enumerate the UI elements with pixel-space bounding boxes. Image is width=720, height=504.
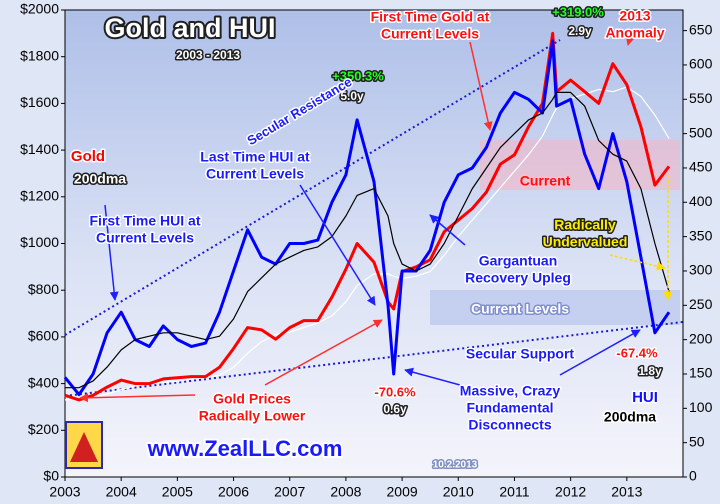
annotation: Anomaly [605,25,664,41]
annotation: 10.2.2013 [433,460,478,471]
annotation: Current Levels [96,230,194,246]
x-tick-label: 2010 [443,484,474,500]
annotation: 1.8y [638,364,662,378]
y2-tick-label: 400 [689,193,713,209]
arrow [429,214,466,246]
annotation: +350.3% [332,68,384,83]
secular-support [64,321,684,397]
annotation: First Time Gold at [371,9,490,25]
annotation: Current Levels [206,166,304,182]
arrow [559,329,641,376]
series-label: 200dma [74,171,126,187]
y-tick-label: $400 [28,374,59,390]
arrow [609,254,666,271]
x-tick-label: 2007 [274,484,305,500]
y2-tick-label: 650 [689,21,713,37]
annotation: Last Time HUI at [200,149,310,165]
y2-tick-label: 200 [689,330,713,346]
y-tick-label: $600 [28,328,59,344]
y2-tick-label: 100 [689,399,713,415]
y-tick-label: $1400 [20,141,59,157]
annotation: Gold Prices [213,391,291,407]
arrow [79,393,196,403]
x-tick-label: 2013 [611,484,642,500]
y-tick-label: $1200 [20,188,59,204]
chart-subtitle: 2003 - 2013 [176,48,240,62]
y2-tick-label: 550 [689,90,713,106]
y2-tick-label: 350 [689,227,713,243]
x-tick-label: 2008 [330,484,361,500]
y2-tick-label: 500 [689,124,713,140]
annotation: -70.6% [374,384,416,399]
x-tick-label: 2006 [218,484,249,500]
annotation: 2013 [619,8,650,24]
arrow [625,29,635,46]
series-label: HUI [632,389,658,406]
annotation: Radically Lower [199,408,306,424]
annotation: Secular Support [466,346,574,362]
annotation: Current Levels [381,26,479,42]
series-label: 200dma [604,409,656,425]
annotation: Recovery Upleg [465,270,571,286]
annotation: +319.0% [552,4,604,19]
annotation: Current Levels [471,301,569,317]
annotation: 2.9y [568,24,592,38]
x-tick-label: 2004 [106,484,137,500]
arrows [79,29,673,403]
y-tick-label: $1800 [20,47,59,63]
y2-tick-label: 150 [689,365,713,381]
logo-mark [70,432,98,462]
x-tick-label: 2003 [49,484,80,500]
logo [65,421,103,469]
series-line [64,31,671,402]
secular-resistance [64,39,561,336]
arrow [299,184,376,306]
y-tick-label: $200 [28,421,59,437]
x-tick-label: 2012 [555,484,586,500]
y-tick-label: $1000 [20,234,59,250]
annotation: 5.0y [340,89,364,103]
y2-tick-label: 250 [689,296,713,312]
annotation: First Time HUI at [90,213,201,229]
y2-tick-label: 600 [689,56,713,72]
y2-tick-label: 300 [689,262,713,278]
x-tick-label: 2009 [387,484,418,500]
y-tick-label: $0 [43,468,59,484]
annotation: Disconnects [468,417,551,433]
y2-tick-label: 0 [689,468,697,484]
annotation: www.ZealLLC.com [147,436,343,461]
series-line [65,91,670,389]
x-tick-label: 2005 [162,484,193,500]
annotation: Gargantuan [479,253,558,269]
annotation: Massive, Crazy [460,383,561,399]
annotation: Undervalued [543,234,628,250]
annotation: 0.6y [383,402,407,416]
current-hui-band [430,290,680,325]
annotation: Current [520,173,571,189]
series-label: Gold [71,148,105,165]
annotation: Fundamental [466,400,553,416]
arrow [264,319,383,386]
chart-title: Gold and HUI [105,13,276,43]
annotation: Radically [554,217,616,233]
annotation: -67.4% [616,345,658,360]
x-tick-label: 2011 [499,484,529,500]
y-tick-label: $1600 [20,94,59,110]
series-layer [63,31,671,402]
y-tick-label: $2000 [20,1,59,17]
arrow [104,204,119,301]
y2-tick-label: 450 [689,159,713,175]
y-tick-label: $800 [28,281,59,297]
arrow [404,367,461,386]
y2-tick-label: 50 [689,433,705,449]
arrow [469,41,493,131]
